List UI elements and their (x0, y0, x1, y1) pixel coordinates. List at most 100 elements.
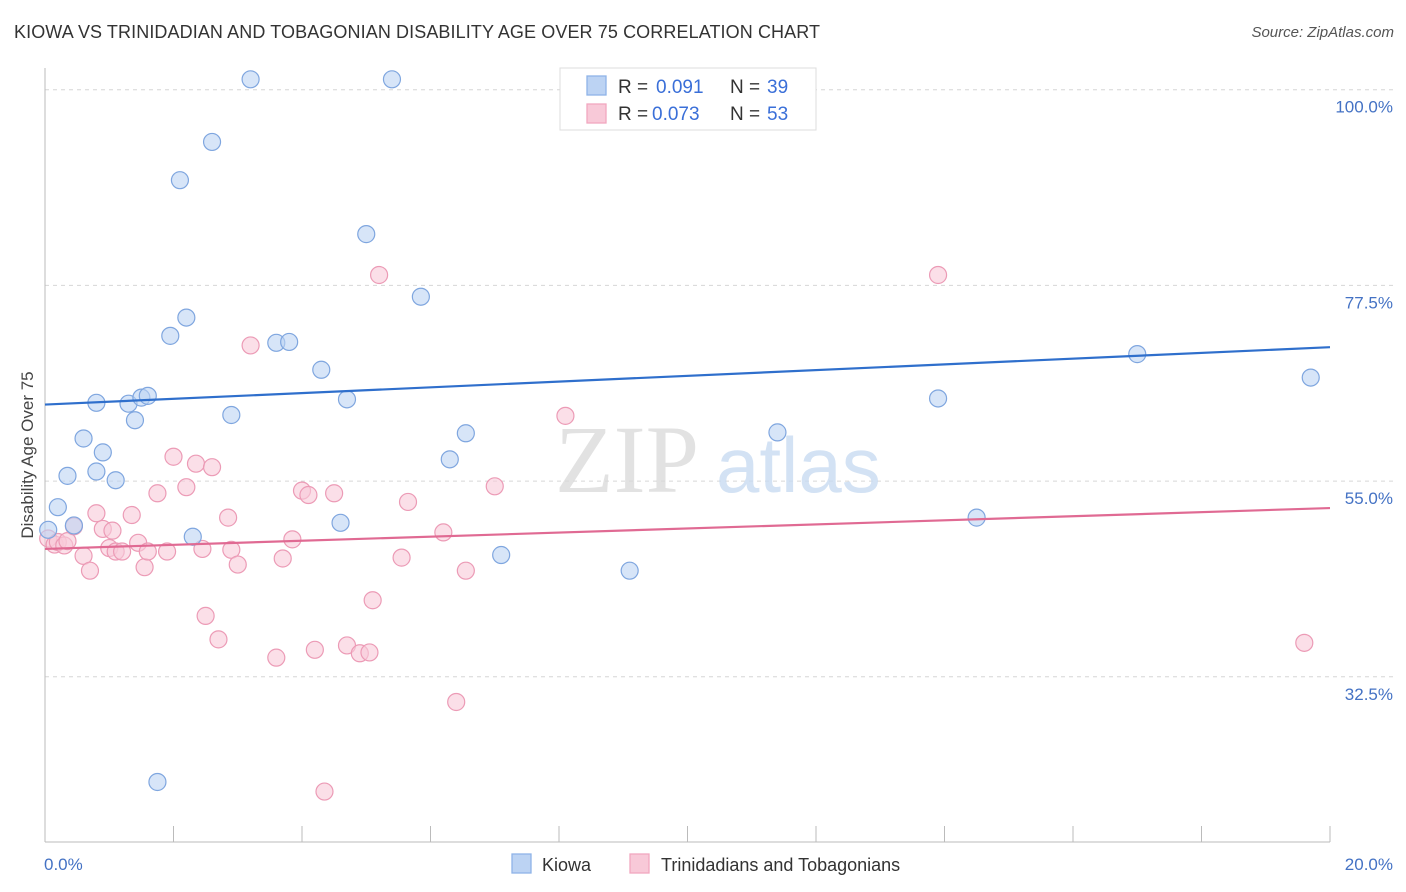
legend-box: R = 0.091 N = 39 R = 0.073 N = 53 (559, 67, 817, 131)
y-tick-label: 77.5% (1345, 293, 1393, 312)
legend-r-value-kiowa: 0.091 (656, 77, 704, 98)
kiowa-point (411, 287, 430, 306)
trini-point (122, 505, 141, 525)
legend-swatch-kiowa (586, 75, 607, 96)
trini-point (360, 643, 379, 662)
trini-point (305, 640, 324, 659)
kiowa-point (382, 70, 402, 89)
trini-point (138, 542, 157, 561)
watermark-atlas: atlas (716, 421, 881, 509)
trini-point (241, 336, 260, 355)
trini-point (928, 265, 948, 285)
trini-point (103, 521, 122, 540)
axis-layer: 32.5% 55.0% 77.5% 100.0% 0.0% 20.0% (44, 68, 1393, 874)
kiowa-point (456, 424, 475, 443)
kiowa-point (48, 498, 67, 517)
kiowa-point (148, 772, 167, 792)
kiowa-point (202, 132, 222, 152)
trini-point (456, 561, 475, 580)
watermark: ZIP atlas (555, 406, 881, 513)
kiowa-point (125, 411, 145, 430)
grid-layer (45, 89, 1395, 678)
legend-r-value-trini: 0.073 (652, 104, 700, 125)
kiowa-point (177, 308, 196, 327)
trini-point (315, 782, 334, 801)
source-label: Source: ZipAtlas.com (1251, 24, 1394, 41)
kiowa-point (93, 443, 112, 462)
trini-point (398, 492, 418, 512)
trini-trendline (44, 506, 1331, 551)
legend-n-value-trini: 53 (767, 104, 788, 125)
legend-n-label-kiowa: N = (730, 77, 760, 98)
kiowa-point (64, 516, 84, 535)
trini-point (485, 477, 504, 496)
trini-point (202, 458, 222, 477)
x-tick-label-min: 0.0% (44, 855, 83, 874)
kiowa-point (138, 386, 157, 405)
kiowa-point (183, 527, 202, 546)
y-axis-label: Disability Age Over 75 (18, 371, 37, 538)
trini-point (273, 549, 292, 568)
kiowa-point (337, 390, 357, 409)
kiowa-point (620, 561, 639, 580)
trini-point (363, 591, 382, 610)
legend-n-value-kiowa: 39 (767, 77, 788, 98)
trini-point (164, 447, 183, 466)
trini-point (325, 484, 344, 503)
trini-point (392, 548, 411, 567)
bottom-legend-swatch-kiowa (511, 853, 532, 874)
kiowa-point (170, 171, 190, 190)
kiowa-point (280, 332, 299, 352)
kiowa-point (106, 471, 125, 490)
trini-point (434, 523, 453, 542)
legend-swatch-trini (586, 103, 607, 124)
legend-r-label-trini: R = (618, 104, 648, 125)
kiowa-point (440, 450, 459, 469)
bottom-legend-label-trini: Trinidadians and Tobagonians (661, 855, 900, 875)
bottom-legend: Kiowa Trinidadians and Tobagonians (511, 853, 900, 875)
bottom-legend-label-kiowa: Kiowa (542, 855, 592, 875)
x-tick-label-max: 20.0% (1345, 855, 1393, 874)
kiowa-points (39, 70, 1320, 792)
bottom-legend-swatch-trini (629, 853, 650, 874)
trini-point (267, 648, 286, 667)
y-tick-label: 100.0% (1335, 98, 1393, 117)
trini-point (87, 504, 106, 523)
kiowa-point (1301, 368, 1320, 387)
kiowa-trendline (44, 346, 1331, 406)
trini-point (299, 485, 318, 505)
trendlines (44, 346, 1331, 551)
trini-point (219, 508, 238, 527)
trini-point (283, 530, 302, 549)
kiowa-point (161, 326, 180, 345)
trini-point (447, 692, 466, 712)
kiowa-point (1128, 345, 1147, 364)
kiowa-point (312, 360, 331, 379)
watermark-zip: ZIP (555, 406, 699, 513)
trini-point (157, 542, 177, 561)
kiowa-point (87, 462, 106, 481)
kiowa-point (331, 513, 350, 532)
legend-n-label-trini: N = (730, 104, 760, 125)
kiowa-point (39, 520, 58, 539)
legend-r-label-kiowa: R = (618, 77, 648, 98)
trini-point (186, 454, 206, 473)
trinidadian-points (39, 265, 1314, 801)
trini-point (556, 406, 575, 425)
y-tick-label: 55.0% (1345, 489, 1393, 508)
trini-point (209, 630, 228, 649)
kiowa-point (768, 423, 787, 442)
trini-point (370, 265, 389, 285)
kiowa-point (58, 466, 77, 485)
kiowa-point (241, 70, 260, 89)
trini-point (135, 558, 154, 577)
kiowa-point (357, 225, 376, 244)
trini-point (228, 555, 247, 574)
trini-point (196, 606, 215, 625)
kiowa-point (967, 508, 986, 527)
trini-point (80, 561, 100, 580)
trini-point (177, 478, 196, 497)
y-tick-label: 32.5% (1345, 685, 1393, 704)
kiowa-point (222, 405, 241, 425)
